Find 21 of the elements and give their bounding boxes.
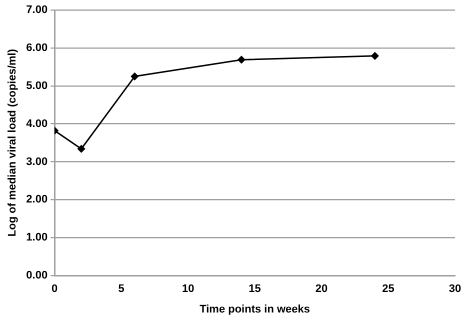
y-tick-label: 0.00 [26,270,48,282]
y-tick-label: 4.00 [26,118,48,130]
point [238,56,246,64]
x-tick-label: 10 [182,283,194,296]
y-tick-label: 3.00 [26,156,48,168]
point [130,72,138,80]
y-tick-label: 7.00 [26,4,48,16]
x-tick-label: 30 [448,283,462,296]
y-axis-title: Log of median viral load (copies/ml) [6,48,19,237]
x-tick-label: 5 [118,283,124,296]
y-tick-label: 5.00 [26,80,48,92]
x-tick-label: 20 [315,283,328,296]
y-tick-label: 1.00 [26,232,48,244]
x-axis-title: Time points in weeks [200,303,310,316]
point [371,52,379,60]
x-tick-label: 0 [52,283,58,296]
y-tick-label: 2.00 [26,194,48,206]
x-tick-label: 25 [382,283,394,296]
y-tick-label: 6.00 [26,42,48,54]
x-tick-label: 15 [248,283,261,296]
point [78,145,86,153]
